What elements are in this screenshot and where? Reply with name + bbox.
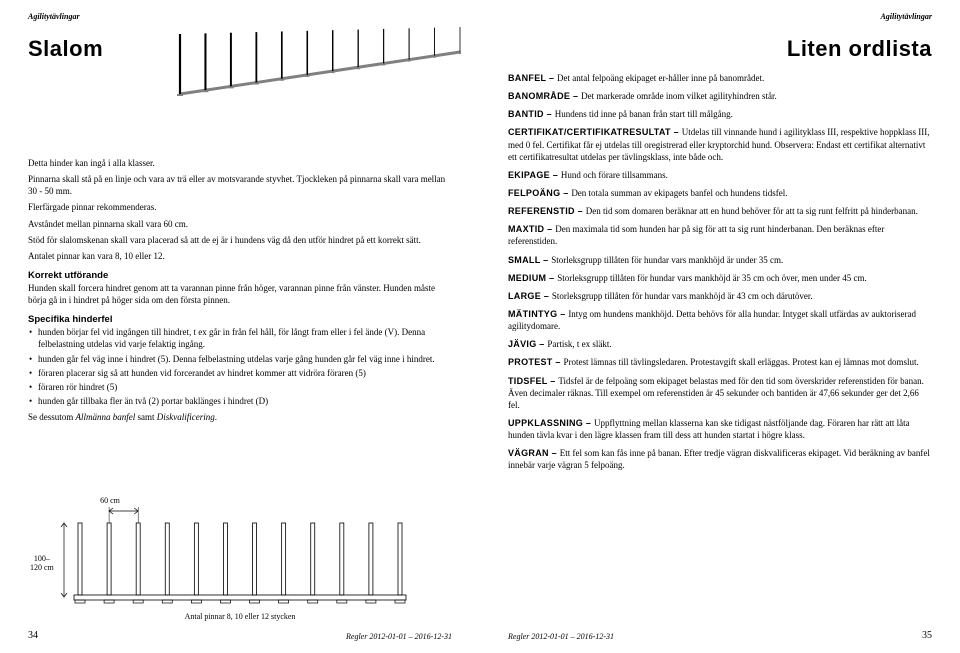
glossary-entry: SMALL – Storleksgrupp tillåten för hunda… — [508, 254, 932, 266]
dim-label-100-120cm: 100–120 cm — [30, 554, 54, 573]
bullet-list: hunden börjar fel vid ingången till hind… — [28, 326, 452, 407]
dim-label-60cm: 60 cm — [95, 496, 125, 505]
glossary-entry: MEDIUM – Storleksgrupp tillåten för hund… — [508, 272, 932, 284]
glossary-term: FELPOÄNG – — [508, 188, 571, 198]
diagram-caption: Antal pinnar 8, 10 eller 12 stycken — [60, 612, 420, 621]
paragraph: Detta hinder kan ingå i alla klasser. — [28, 157, 452, 169]
page-left: Agilitytävlingar Slalom Detta hinder kan… — [0, 0, 480, 653]
glossary-list: BANFEL – Det antal felpoäng ekipaget er-… — [508, 72, 932, 472]
subheading-korrekt: Korrekt utförande — [28, 270, 452, 281]
glossary-entry: MAXTID – Den maximala tid som hunden har… — [508, 223, 932, 247]
glossary-entry: CERTIFIKAT/CERTIFIKATRESULTAT – Utdelas … — [508, 126, 932, 162]
glossary-entry: VÄGRAN – Ett fel som kan fås inne på ban… — [508, 447, 932, 471]
text: . — [215, 412, 217, 422]
glossary-definition: Det antal felpoäng ekipaget er-håller in… — [557, 73, 764, 83]
glossary-entry: JÄVIG – Partisk, t ex släkt. — [508, 338, 932, 350]
text: Se dessutom — [28, 412, 76, 422]
paragraph: Hunden skall forcera hindret genom att t… — [28, 282, 452, 306]
glossary-definition: Tidsfel är de felpoäng som ekipaget bela… — [508, 376, 924, 410]
running-header-right: Agilitytävlingar — [880, 12, 932, 21]
footer-rules-right: Regler 2012-01-01 – 2016-12-31 — [508, 632, 614, 641]
glossary-term: SMALL – — [508, 255, 551, 265]
glossary-definition: Protest lämnas till tävlingsledaren. Pro… — [564, 357, 919, 367]
glossary-definition: Den tid som domaren beräknar att en hund… — [586, 206, 918, 216]
paragraph: Flerfärgade pinnar rekommenderas. — [28, 201, 452, 213]
bullet-item: föraren rör hindret (5) — [28, 381, 452, 393]
glossary-entry: MÄTINTYG – Intyg om hundens mankhöjd. De… — [508, 308, 932, 332]
paragraph: Avståndet mellan pinnarna skall vara 60 … — [28, 218, 452, 230]
text: samt — [135, 412, 157, 422]
glossary-entry: TIDSFEL – Tidsfel är de felpoäng som eki… — [508, 375, 932, 411]
paragraph: Stöd för slalomskenan skall vara placera… — [28, 234, 452, 246]
glossary-term: MEDIUM – — [508, 273, 557, 283]
glossary-entry: REFERENSTID – Den tid som domaren beräkn… — [508, 205, 932, 217]
glossary-entry: BANTID – Hundens tid inne på banan från … — [508, 108, 932, 120]
glossary-entry: BANFEL – Det antal felpoäng ekipaget er-… — [508, 72, 932, 84]
page-right: Agilitytävlingar Liten ordlista BANFEL –… — [480, 0, 960, 653]
glossary-term: BANTID – — [508, 109, 555, 119]
glossary-definition: Ett fel som kan fås inne på banan. Efter… — [508, 448, 930, 470]
page-title-left: Slalom — [28, 36, 452, 62]
page-number-left: 34 — [28, 630, 38, 641]
glossary-term: MAXTID – — [508, 224, 555, 234]
glossary-entry: PROTEST – Protest lämnas till tävlingsle… — [508, 356, 932, 368]
glossary-definition: Storleksgrupp tillåten för hundar vars m… — [552, 291, 813, 301]
bullet-item: hunden börjar fel vid ingången till hind… — [28, 326, 452, 350]
glossary-entry: UPPKLASSNING – Uppflyttning mellan klass… — [508, 417, 932, 441]
glossary-term: VÄGRAN – — [508, 448, 560, 458]
slalom-3d-illustration — [170, 22, 470, 102]
footer-rules-left: Regler 2012-01-01 – 2016-12-31 — [346, 632, 452, 641]
page-number-right: 35 — [922, 630, 932, 641]
glossary-definition: Det markerade område inom vilket agility… — [581, 91, 777, 101]
glossary-definition: Hund och förare tillsammans. — [561, 170, 668, 180]
glossary-term: TIDSFEL – — [508, 376, 558, 386]
glossary-entry: BANOMRÅDE – Det markerade område inom vi… — [508, 90, 932, 102]
left-body: Detta hinder kan ingå i alla klasser. Pi… — [28, 157, 452, 423]
glossary-term: EKIPAGE – — [508, 170, 561, 180]
glossary-term: PROTEST – — [508, 357, 564, 367]
paragraph: Antalet pinnar kan vara 8, 10 eller 12. — [28, 250, 452, 262]
page-title-right: Liten ordlista — [508, 36, 932, 62]
italic-ref: Allmänna banfel — [76, 412, 136, 422]
glossary-term: MÄTINTYG – — [508, 309, 568, 319]
see-also-line: Se dessutom Allmänna banfel samt Diskval… — [28, 411, 452, 423]
glossary-definition: Den totala summan av ekipagets banfel oc… — [571, 188, 787, 198]
glossary-definition: Intyg om hundens mankhöjd. Detta behövs … — [508, 309, 916, 331]
glossary-definition: Hundens tid inne på banan från start til… — [555, 109, 733, 119]
glossary-term: BANFEL – — [508, 73, 557, 83]
glossary-term: JÄVIG – — [508, 339, 547, 349]
glossary-definition: Storleksgrupp tillåten för hundar vars m… — [557, 273, 867, 283]
glossary-term: REFERENSTID – — [508, 206, 586, 216]
glossary-term: CERTIFIKAT/CERTIFIKATRESULTAT – — [508, 127, 682, 137]
running-header-left: Agilitytävlingar — [28, 12, 80, 21]
glossary-entry: FELPOÄNG – Den totala summan av ekipaget… — [508, 187, 932, 199]
glossary-definition: Storleksgrupp tillåten för hundar vars m… — [551, 255, 783, 265]
glossary-definition: Partisk, t ex släkt. — [547, 339, 611, 349]
subheading-specifika: Specifika hinderfel — [28, 314, 452, 325]
glossary-entry: EKIPAGE – Hund och förare tillsammans. — [508, 169, 932, 181]
glossary-term: LARGE – — [508, 291, 552, 301]
glossary-entry: LARGE – Storleksgrupp tillåten för hunda… — [508, 290, 932, 302]
bullet-item: hunden går fel väg inne i hindret (5). D… — [28, 353, 452, 365]
bullet-item: hunden går tillbaka fler än två (2) port… — [28, 395, 452, 407]
glossary-term: BANOMRÅDE – — [508, 91, 581, 101]
bullet-item: föraren placerar sig så att hunden vid f… — [28, 367, 452, 379]
glossary-term: UPPKLASSNING – — [508, 418, 594, 428]
italic-ref: Diskvalificering — [157, 412, 215, 422]
glossary-definition: Den maximala tid som hunden har på sig f… — [508, 224, 884, 246]
slalom-side-diagram — [60, 505, 420, 605]
paragraph: Pinnarna skall stå på en linje och vara … — [28, 173, 452, 197]
